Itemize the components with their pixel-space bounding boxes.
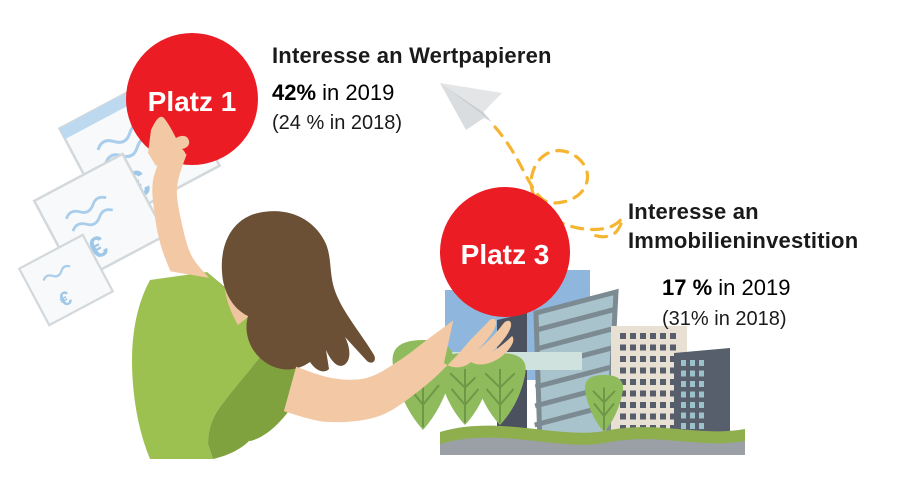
- svg-text:Platz 1: Platz 1: [148, 86, 237, 117]
- svg-text:Platz 3: Platz 3: [461, 239, 550, 270]
